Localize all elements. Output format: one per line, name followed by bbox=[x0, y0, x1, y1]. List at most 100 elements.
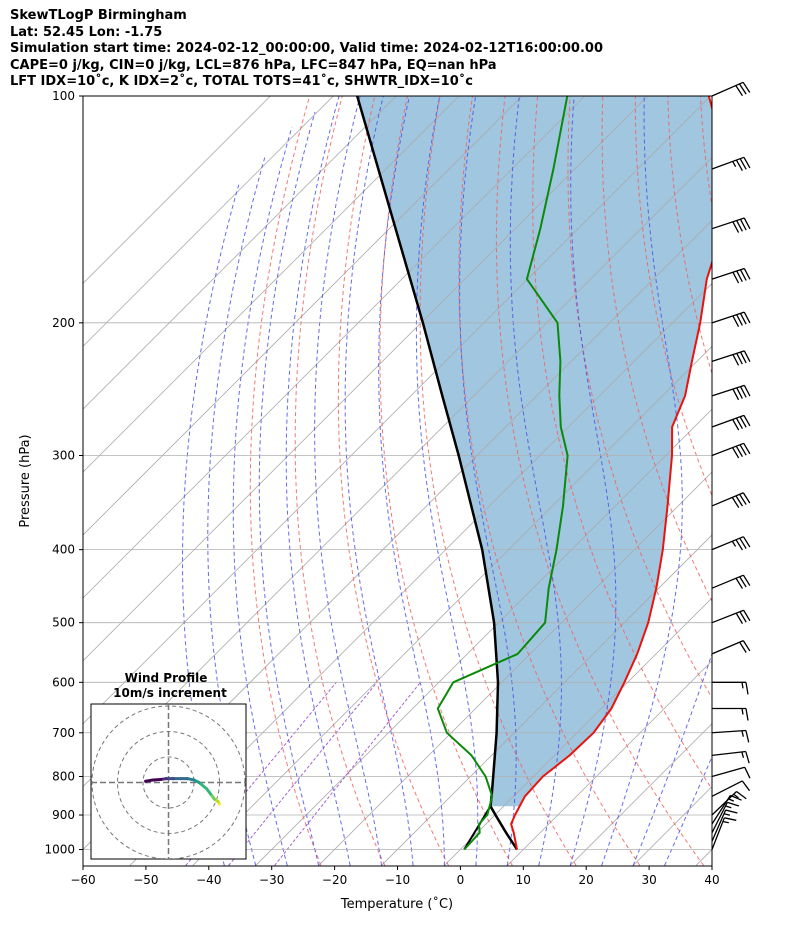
dry-adiabat-line bbox=[601, 96, 712, 603]
wind-barb-flag bbox=[739, 444, 747, 456]
wind-barb-flag bbox=[743, 609, 751, 622]
isotherm-line bbox=[83, 96, 523, 536]
y-tick-label: 1000 bbox=[44, 843, 75, 857]
dry-adiabat-line bbox=[495, 96, 705, 866]
hodograph-segment bbox=[144, 778, 155, 783]
cape-cin-fill bbox=[357, 96, 712, 807]
moist-adiabat-line bbox=[509, 96, 563, 866]
hodograph-title: Wind Profile bbox=[125, 671, 208, 685]
wind-barb-flag bbox=[735, 417, 743, 430]
dry-adiabat-line bbox=[294, 96, 386, 866]
wind-barb-flag bbox=[732, 315, 740, 328]
wind-barb-staff bbox=[711, 766, 745, 778]
dry-adiabat-line bbox=[379, 96, 513, 866]
x-tick-label: 10 bbox=[516, 873, 531, 887]
wind-barb-flag bbox=[743, 217, 751, 230]
wind-barb-flag bbox=[742, 81, 751, 93]
wind-barb-flag bbox=[732, 271, 740, 284]
wind-barb-staff bbox=[711, 640, 744, 655]
wind-barb-flag bbox=[745, 730, 750, 743]
x-tick-label: −10 bbox=[385, 873, 410, 887]
wind-barb-flag bbox=[742, 574, 751, 586]
wind-barb-flag bbox=[739, 537, 747, 549]
wind-barb bbox=[712, 707, 749, 721]
moist-adiabats bbox=[182, 96, 712, 866]
isotherm-line bbox=[83, 96, 271, 284]
wind-barb-flag bbox=[745, 751, 750, 764]
wind-barb-flag bbox=[725, 809, 738, 814]
wind-barb-half-flag bbox=[741, 708, 744, 715]
y-tick-label: 700 bbox=[52, 726, 75, 740]
wind-barb-flag bbox=[741, 780, 751, 792]
moist-adiabat-line bbox=[601, 96, 683, 866]
wind-barb-half-flag bbox=[741, 751, 745, 758]
wind-barb-staff bbox=[711, 750, 746, 757]
indices-line-1: CAPE=0 j/kg, CIN=0 j/kg, LCL=876 hPa, LF… bbox=[10, 57, 497, 73]
wind-barb-staff bbox=[711, 780, 743, 797]
wind-barb bbox=[711, 766, 751, 779]
y-tick-label: 300 bbox=[52, 449, 75, 463]
moist-adiabat-line bbox=[459, 96, 517, 866]
wind-barb-flag bbox=[745, 708, 749, 721]
wind-barb-staff bbox=[711, 574, 744, 589]
moist-adiabat-line bbox=[344, 96, 414, 866]
y-tick-label: 900 bbox=[52, 808, 75, 822]
cin-shaded-area bbox=[357, 96, 712, 807]
moist-adiabat-line bbox=[632, 652, 712, 866]
isotherm-line bbox=[192, 345, 712, 866]
wind-barb-staff bbox=[711, 81, 744, 97]
wind-barb bbox=[711, 81, 751, 97]
wind-barb-staff bbox=[711, 729, 746, 734]
y-tick-label: 100 bbox=[52, 89, 75, 103]
x-tick-label: −60 bbox=[70, 873, 95, 887]
moist-adiabat-line bbox=[258, 111, 320, 866]
wind-barb-flag bbox=[743, 311, 751, 324]
wind-barb-flag bbox=[732, 221, 740, 233]
wind-barb-flag bbox=[735, 159, 743, 171]
wind-barb-staff bbox=[711, 609, 744, 624]
parcel-dewpoint-line bbox=[463, 805, 492, 851]
hodograph-rings bbox=[91, 704, 246, 859]
wind-barb-flag bbox=[735, 577, 744, 589]
y-tick-label: 800 bbox=[52, 769, 75, 783]
wind-barb-flag bbox=[736, 270, 743, 283]
mixing-ratio-line bbox=[228, 681, 378, 866]
wind-barb-flag bbox=[736, 314, 743, 326]
isotherm-line bbox=[255, 408, 712, 866]
wind-barb-flag bbox=[739, 641, 747, 653]
dry-adiabat-line bbox=[249, 96, 322, 866]
wind-barb bbox=[711, 780, 751, 797]
wind-barb-flag bbox=[743, 156, 751, 169]
wind-barb-flag bbox=[736, 353, 743, 365]
time-line: Simulation start time: 2024-02-12_00:00:… bbox=[10, 41, 603, 56]
wind-barb-flag bbox=[735, 495, 744, 507]
wind-barb-flag bbox=[745, 682, 749, 695]
y-tick-label: 500 bbox=[52, 616, 75, 630]
wind-barb-staff bbox=[711, 492, 744, 507]
x-tick-label: −30 bbox=[259, 873, 284, 887]
wind-barb-flag bbox=[732, 354, 740, 366]
wind-barb-staff bbox=[711, 442, 744, 457]
dry-adiabat-line bbox=[634, 96, 712, 497]
indices-line-2: LFT IDX=10˚c, K IDX=2˚c, TOTAL TOTS=41˚c… bbox=[10, 74, 473, 89]
isotherm-line bbox=[569, 723, 712, 866]
wind-barb-half-flag bbox=[731, 540, 737, 547]
isotherm-line bbox=[83, 96, 586, 599]
wind-barb-flag bbox=[727, 801, 740, 807]
wind-barb bbox=[711, 414, 751, 431]
wind-barb-staff bbox=[711, 384, 745, 397]
wind-barb-flag bbox=[735, 612, 744, 624]
wind-barb-staff bbox=[711, 817, 725, 850]
wind-barb-staff bbox=[711, 802, 728, 834]
wind-barb-flag bbox=[739, 313, 747, 325]
wind-barb-flag bbox=[732, 388, 740, 401]
wind-barb bbox=[711, 801, 740, 834]
parcel-path-line bbox=[355, 96, 519, 851]
wind-barb-half-flag bbox=[723, 813, 731, 816]
wind-barb-staff bbox=[711, 791, 737, 816]
wind-barb-staff bbox=[711, 267, 745, 280]
wind-barb-staff bbox=[711, 414, 745, 428]
wind-barb-half-flag bbox=[741, 682, 744, 689]
wind-barb bbox=[711, 750, 750, 764]
